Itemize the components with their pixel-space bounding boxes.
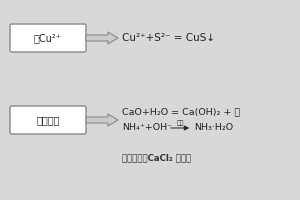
FancyBboxPatch shape bbox=[10, 24, 86, 52]
Polygon shape bbox=[86, 32, 118, 44]
Text: 结晶氯化钙CaCl₂ 和微量: 结晶氯化钙CaCl₂ 和微量 bbox=[122, 154, 191, 162]
Text: NH₄⁺+OH⁻: NH₄⁺+OH⁻ bbox=[122, 123, 172, 132]
Text: 加热: 加热 bbox=[176, 120, 184, 126]
Polygon shape bbox=[86, 114, 118, 126]
Text: CaO+H₂O = Ca(OH)₂ + 热: CaO+H₂O = Ca(OH)₂ + 热 bbox=[122, 108, 240, 116]
Text: 乙氨废液: 乙氨废液 bbox=[36, 115, 60, 125]
Text: Cu²⁺+S²⁻ = CuS↓: Cu²⁺+S²⁻ = CuS↓ bbox=[122, 33, 215, 43]
Text: 含Cu²⁺: 含Cu²⁺ bbox=[34, 33, 62, 43]
FancyBboxPatch shape bbox=[10, 106, 86, 134]
Text: NH₃·H₂O: NH₃·H₂O bbox=[194, 123, 233, 132]
